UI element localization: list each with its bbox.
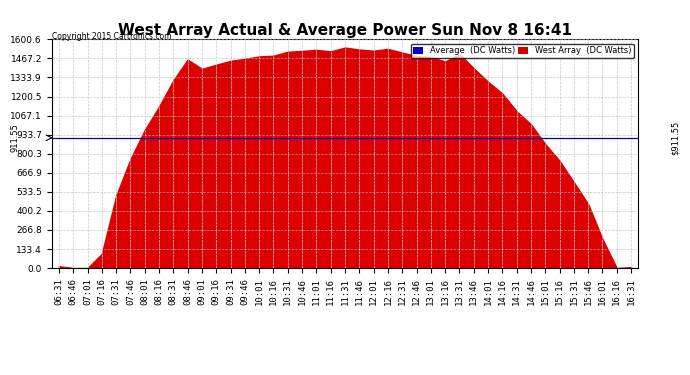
Text: 911.55: 911.55 [10,123,19,152]
Text: Copyright 2015 Cartronics.com: Copyright 2015 Cartronics.com [52,32,171,41]
Legend: Average  (DC Watts), West Array  (DC Watts): Average (DC Watts), West Array (DC Watts… [411,44,634,57]
Text: $911.55: $911.55 [671,121,680,155]
Title: West Array Actual & Average Power Sun Nov 8 16:41: West Array Actual & Average Power Sun No… [118,23,572,38]
